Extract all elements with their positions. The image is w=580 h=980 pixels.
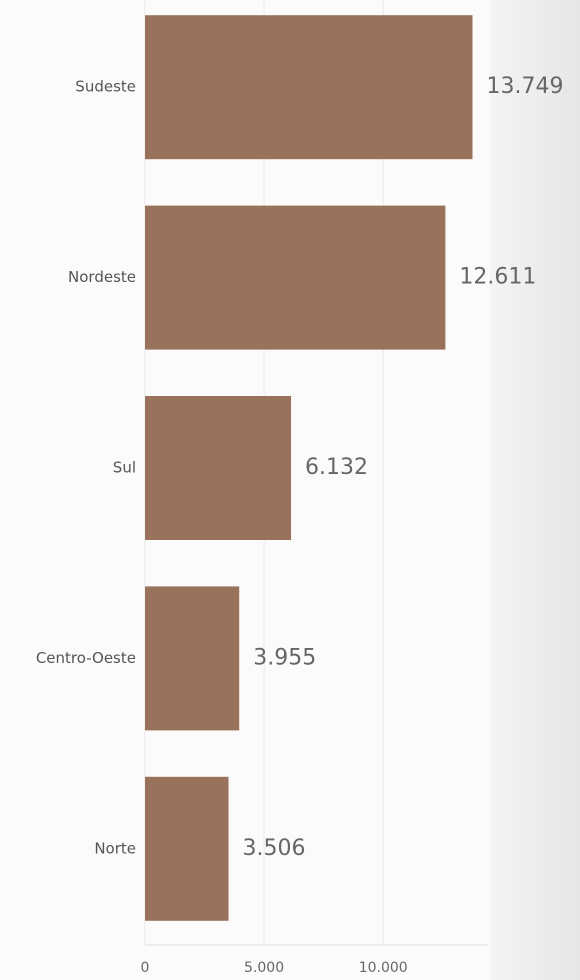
value-label: 12.611	[459, 265, 536, 290]
bar	[145, 396, 291, 540]
x-tick-label: 5.000	[244, 960, 284, 976]
y-tick-label: Nordeste	[68, 268, 136, 286]
bar	[145, 777, 229, 921]
y-tick-label: Norte	[94, 839, 136, 857]
x-tick-label: 0	[141, 960, 150, 976]
y-tick-label: Sul	[113, 459, 136, 477]
bar	[145, 15, 472, 159]
value-label: 6.132	[305, 455, 368, 480]
x-tick-label: 10.000	[359, 960, 408, 976]
bar	[145, 206, 445, 350]
value-label: 13.749	[486, 74, 563, 99]
y-tick-label: Centro-Oeste	[36, 649, 136, 667]
chart: 0 5.000 10.000 Sudeste 13.749 Nordeste 12.611 S…	[0, 0, 580, 980]
side-panel	[490, 0, 580, 980]
value-label: 3.506	[243, 836, 306, 861]
value-label: 3.955	[253, 645, 316, 670]
bar	[145, 586, 239, 730]
y-tick-label: Sudeste	[75, 78, 136, 96]
